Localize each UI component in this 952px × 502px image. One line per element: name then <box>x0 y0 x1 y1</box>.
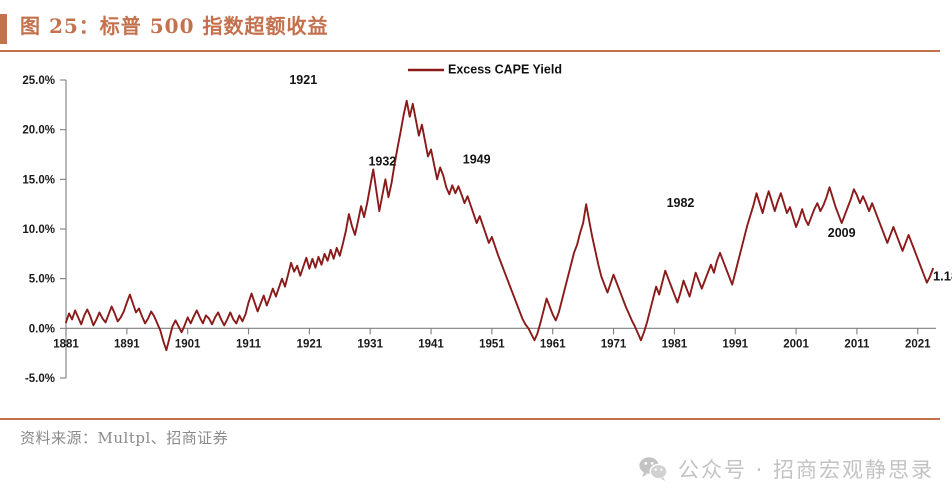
footer-divider-rule <box>0 418 940 420</box>
watermark: 公众号 · 招商宏观静思录 <box>638 454 934 484</box>
x-tick-label: 1971 <box>601 338 627 350</box>
legend-label: Excess CAPE Yield <box>448 62 562 76</box>
x-tick-label: 1941 <box>418 338 444 350</box>
chart-annotation-label: 1982 <box>667 196 695 210</box>
chart-annotation-label: 1.18% <box>933 269 952 284</box>
x-tick-label: 1911 <box>236 338 262 350</box>
y-tick-label: 10.0% <box>22 224 55 236</box>
chart-annotation-label: 1932 <box>368 154 396 168</box>
y-tick-label: 0.0% <box>29 323 55 335</box>
series-excess-cape-yield <box>65 99 934 352</box>
chart-annotation-label: 1921 <box>289 73 317 87</box>
x-tick-label: 1921 <box>297 338 323 350</box>
x-tick-label: 1981 <box>662 338 688 350</box>
y-tick-label: 15.0% <box>22 174 55 186</box>
series-line-excess-cape-yield <box>65 99 934 352</box>
excess-cape-yield-chart: Excess CAPE Yield 25.0% 20.0% 15.0% 10.0% 5.… <box>22 62 952 385</box>
header-divider-rule <box>0 50 940 52</box>
x-tick-label: 1891 <box>114 338 140 350</box>
x-tick-label: 2001 <box>783 338 809 350</box>
x-tick-label: 2021 <box>905 338 931 350</box>
x-tick-label: 1931 <box>357 338 383 350</box>
y-tick-label: -5.0% <box>25 373 55 385</box>
x-tick-label: 1991 <box>722 338 748 350</box>
x-tick-label: 1881 <box>53 338 79 350</box>
figure-header: 图 25：标普 500 指数超额收益 <box>0 8 952 52</box>
header-accent-bar <box>0 14 7 44</box>
watermark-text: 公众号 · 招商宏观静思录 <box>677 458 934 482</box>
y-axis: 25.0% 20.0% 15.0% 10.0% 5.0% 0.0% -5.0% <box>22 75 67 385</box>
x-tick-label: 1951 <box>479 338 505 350</box>
y-tick-label: 5.0% <box>29 274 55 286</box>
figure-title: 图 25：标普 500 指数超额收益 <box>20 14 329 38</box>
chart-annotation-label: 2009 <box>828 226 856 240</box>
y-tick-label: 25.0% <box>22 75 55 87</box>
x-tick-label: 1961 <box>540 338 566 350</box>
y-tick-label: 20.0% <box>22 125 55 137</box>
x-axis: 1881 1891 1901 1911 1921 1931 1941 1951 1961 1971… <box>53 327 936 350</box>
chart-annotation-label: 1949 <box>463 152 491 166</box>
wechat-icon <box>639 457 668 481</box>
chart-legend: Excess CAPE Yield <box>408 62 562 76</box>
source-note: 资料来源：Multpl、招商证券 <box>20 429 229 447</box>
chart-panel: Excess CAPE Yield 25.0% 20.0% 15.0% 10.0% 5.… <box>0 56 952 406</box>
x-tick-label: 2011 <box>844 338 870 350</box>
x-tick-label: 1901 <box>175 338 201 350</box>
chart-annotations: 1921 1932 1949 1982 2009 1.18% <box>289 73 952 284</box>
